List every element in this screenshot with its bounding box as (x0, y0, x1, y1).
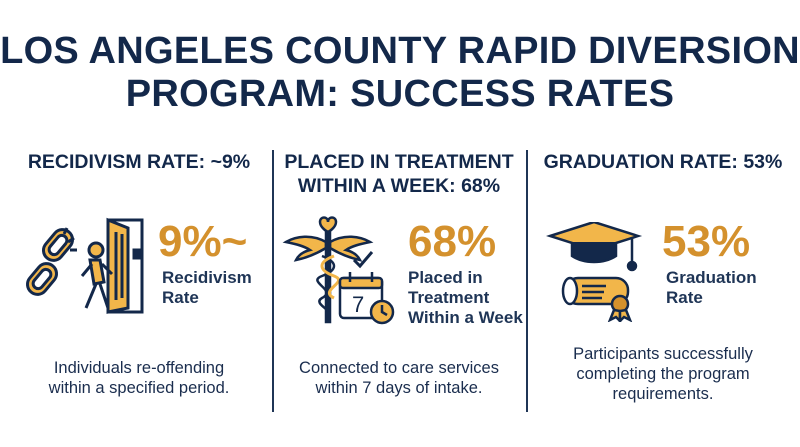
recidivism-panel: RECIDIVISM RATE: ~9% (8, 150, 270, 412)
graduation-heading: GRADUATION RATE: 53% (543, 151, 783, 173)
caduceus-calendar-icon: 7 (282, 212, 402, 328)
svg-text:7: 7 (352, 292, 364, 317)
column-divider-1 (272, 150, 274, 412)
treatment-heading: PLACED IN TREATMENT WITHIN A WEEK: 68% (284, 151, 514, 197)
treatment-sub-label: Placed in Treatment Within a Week (408, 268, 523, 327)
graduation-description: Participants successfully completing the… (573, 345, 753, 403)
graduation-sub-label: Graduation Rate (666, 268, 757, 307)
title-line-2: PROGRAM: SUCCESS RATES (125, 73, 675, 115)
treatment-big-value: 68% (408, 217, 497, 266)
page-title: LOS ANGELES COUNTY RAPID DIVERSION PROGR… (0, 30, 800, 116)
broken-chain-exit-icon (24, 212, 154, 322)
recidivism-big-value: 9%~ (158, 217, 248, 266)
treatment-panel: PLACED IN TREATMENT WITHIN A WEEK: 68% (272, 150, 526, 412)
column-divider-2 (526, 150, 528, 412)
recidivism-sub-label: Recidivism Rate (162, 268, 252, 307)
treatment-description: Connected to care services within 7 days… (299, 359, 499, 397)
graduation-cap-diploma-icon (545, 220, 658, 325)
graduation-big-value: 53% (662, 217, 751, 266)
graduation-panel: GRADUATION RATE: 53% 53% (532, 150, 794, 412)
recidivism-description: Individuals re-offending within a specif… (48, 359, 230, 397)
recidivism-heading: RECIDIVISM RATE: ~9% (27, 151, 251, 173)
title-line-1: LOS ANGELES COUNTY RAPID DIVERSION (0, 30, 800, 72)
